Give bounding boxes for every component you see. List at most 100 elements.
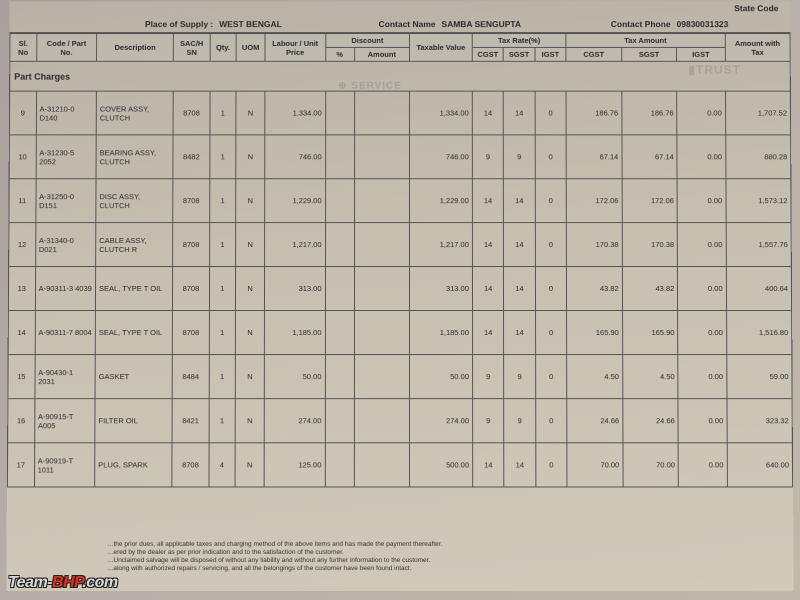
cell-disc-amt xyxy=(354,443,410,487)
cell-sga: 24.66 xyxy=(623,399,679,443)
trust-watermark-icon: ▮TRUST xyxy=(688,63,741,77)
cell-qty: 1 xyxy=(209,267,236,311)
cell-sl: 17 xyxy=(7,443,34,487)
header-row-2: Place of Supply : WEST BENGAL Contact Na… xyxy=(9,16,790,33)
place-of-supply-label: Place of Supply : xyxy=(145,19,213,29)
table-row: 10A-31230-5 2052BEARING ASSY, CLUTCH8482… xyxy=(9,135,791,179)
cell-disc-pct xyxy=(325,135,354,179)
cell-sga: 165.90 xyxy=(622,311,678,355)
cell-amt: 323.32 xyxy=(727,399,793,443)
cell-cgr: 9 xyxy=(472,355,504,399)
cell-sl: 10 xyxy=(9,135,36,179)
cell-lup: 1,185.00 xyxy=(264,311,325,355)
cell-cgr: 14 xyxy=(472,223,503,267)
invoice-table: Sl. No Code / Part No. Description SAC/H… xyxy=(7,33,793,487)
cell-uom: N xyxy=(236,223,265,267)
cell-code: A-31230-5 2052 xyxy=(36,135,96,179)
cell-amt: 1,573.12 xyxy=(726,179,792,223)
cell-iga: 0.00 xyxy=(677,135,725,179)
table-row: 15A-90430-1 2031GASKET84841N50.0050.0099… xyxy=(8,355,792,399)
col-amount-with-tax: Amount with Tax xyxy=(725,34,790,62)
cell-igr: 0 xyxy=(535,223,566,267)
col-sl: Sl. No xyxy=(10,34,37,62)
service-watermark-icon: ⊕ SERVICE xyxy=(338,81,402,92)
cell-cgr: 9 xyxy=(472,135,503,179)
cell-sga: 170.38 xyxy=(622,223,678,267)
col-igst-amt: IGST xyxy=(677,47,725,61)
cell-cgr: 14 xyxy=(472,311,503,355)
cell-qty: 1 xyxy=(209,135,236,179)
col-code: Code / Part No. xyxy=(36,34,96,62)
table-body: Part Charges 9A-31210-0 D140COVER ASSY, … xyxy=(7,61,792,487)
footer-line-4: …along with authorized repairs / servici… xyxy=(107,565,774,573)
cell-qty: 1 xyxy=(209,311,236,355)
cell-taxable: 1,185.00 xyxy=(410,311,473,355)
cell-uom: N xyxy=(236,179,265,223)
cell-uom: N xyxy=(236,91,265,135)
cell-desc: FILTER OIL xyxy=(95,399,173,443)
cell-cgr: 14 xyxy=(472,179,503,223)
col-disc-amt: Amount xyxy=(354,47,409,61)
cell-disc-amt xyxy=(354,135,409,179)
cell-amt: 59.00 xyxy=(726,355,792,399)
cell-igr: 0 xyxy=(536,443,568,487)
cell-disc-amt xyxy=(354,179,410,223)
footer-line-2: …ered by the dealer as per prior indicat… xyxy=(107,549,774,557)
cell-cga: 170.38 xyxy=(566,223,622,267)
col-sac: SAC/H SN xyxy=(174,34,210,62)
cell-disc-amt xyxy=(354,91,409,135)
col-uom: UOM xyxy=(236,34,265,62)
cell-uom: N xyxy=(235,355,264,399)
col-labour-unit: Labour / Unit Price xyxy=(265,34,325,62)
cell-taxable: 746.00 xyxy=(410,135,473,179)
cell-iga: 0.00 xyxy=(678,267,727,311)
cell-cga: 172.06 xyxy=(566,179,622,223)
cell-cgr: 14 xyxy=(473,443,505,487)
cell-sga: 43.82 xyxy=(622,267,678,311)
cell-sac: 8708 xyxy=(173,179,209,223)
cell-sl: 15 xyxy=(8,355,35,399)
col-sgst-amt: SGST xyxy=(621,47,676,61)
cell-cga: 43.82 xyxy=(567,267,623,311)
cell-sgr: 9 xyxy=(504,355,536,399)
cell-desc: GASKET xyxy=(95,355,173,399)
cell-cgr: 14 xyxy=(472,91,503,135)
contact-name-value: SAMBA SENGUPTA xyxy=(441,19,571,29)
cell-sga: 186.76 xyxy=(622,91,678,135)
col-tax-amount: Tax Amount xyxy=(566,34,725,48)
cell-uom: N xyxy=(236,135,265,179)
cell-sgr: 14 xyxy=(504,223,535,267)
cell-cga: 165.90 xyxy=(567,311,623,355)
cell-sgr: 9 xyxy=(504,399,536,443)
cell-lup: 1,334.00 xyxy=(265,91,325,135)
cell-lup: 125.00 xyxy=(264,443,325,487)
cell-desc: CABLE ASSY, CLUTCH R xyxy=(96,223,173,267)
cell-taxable: 1,334.00 xyxy=(410,91,473,135)
cell-sac: 8708 xyxy=(172,443,208,487)
cell-sl: 16 xyxy=(8,399,35,443)
cell-amt: 1,557.76 xyxy=(726,223,792,267)
cell-desc: PLUG, SPARK xyxy=(95,443,173,487)
cell-taxable: 50.00 xyxy=(410,355,473,399)
cell-sga: 4.50 xyxy=(622,355,678,399)
state-code-label: State Code xyxy=(734,3,778,13)
cell-cgr: 9 xyxy=(473,399,505,443)
footer-line-3: …Unclaimed salvage will be disposed of w… xyxy=(107,557,774,565)
cell-disc-pct xyxy=(325,223,354,267)
header-row-1: State Code xyxy=(10,1,791,16)
cell-igr: 0 xyxy=(535,91,566,135)
col-cgst-amt: CGST xyxy=(566,47,621,61)
cell-desc: SEAL, TYPE T OIL xyxy=(95,311,173,355)
cell-disc-pct xyxy=(325,443,354,487)
cell-taxable: 1,229.00 xyxy=(410,179,473,223)
cell-sac: 8708 xyxy=(173,91,209,135)
cell-iga: 0.00 xyxy=(678,399,727,443)
cell-igr: 0 xyxy=(535,179,566,223)
site-watermark: Team-BHP.com xyxy=(8,574,118,592)
cell-iga: 0.00 xyxy=(678,311,727,355)
cell-iga: 0.00 xyxy=(678,355,727,399)
cell-sl: 13 xyxy=(8,267,35,311)
cell-cga: 24.66 xyxy=(567,399,623,443)
cell-lup: 1,229.00 xyxy=(265,179,325,223)
table-row: 13A-90311-3 4039SEAL, TYPE T OIL87081N31… xyxy=(8,267,791,311)
